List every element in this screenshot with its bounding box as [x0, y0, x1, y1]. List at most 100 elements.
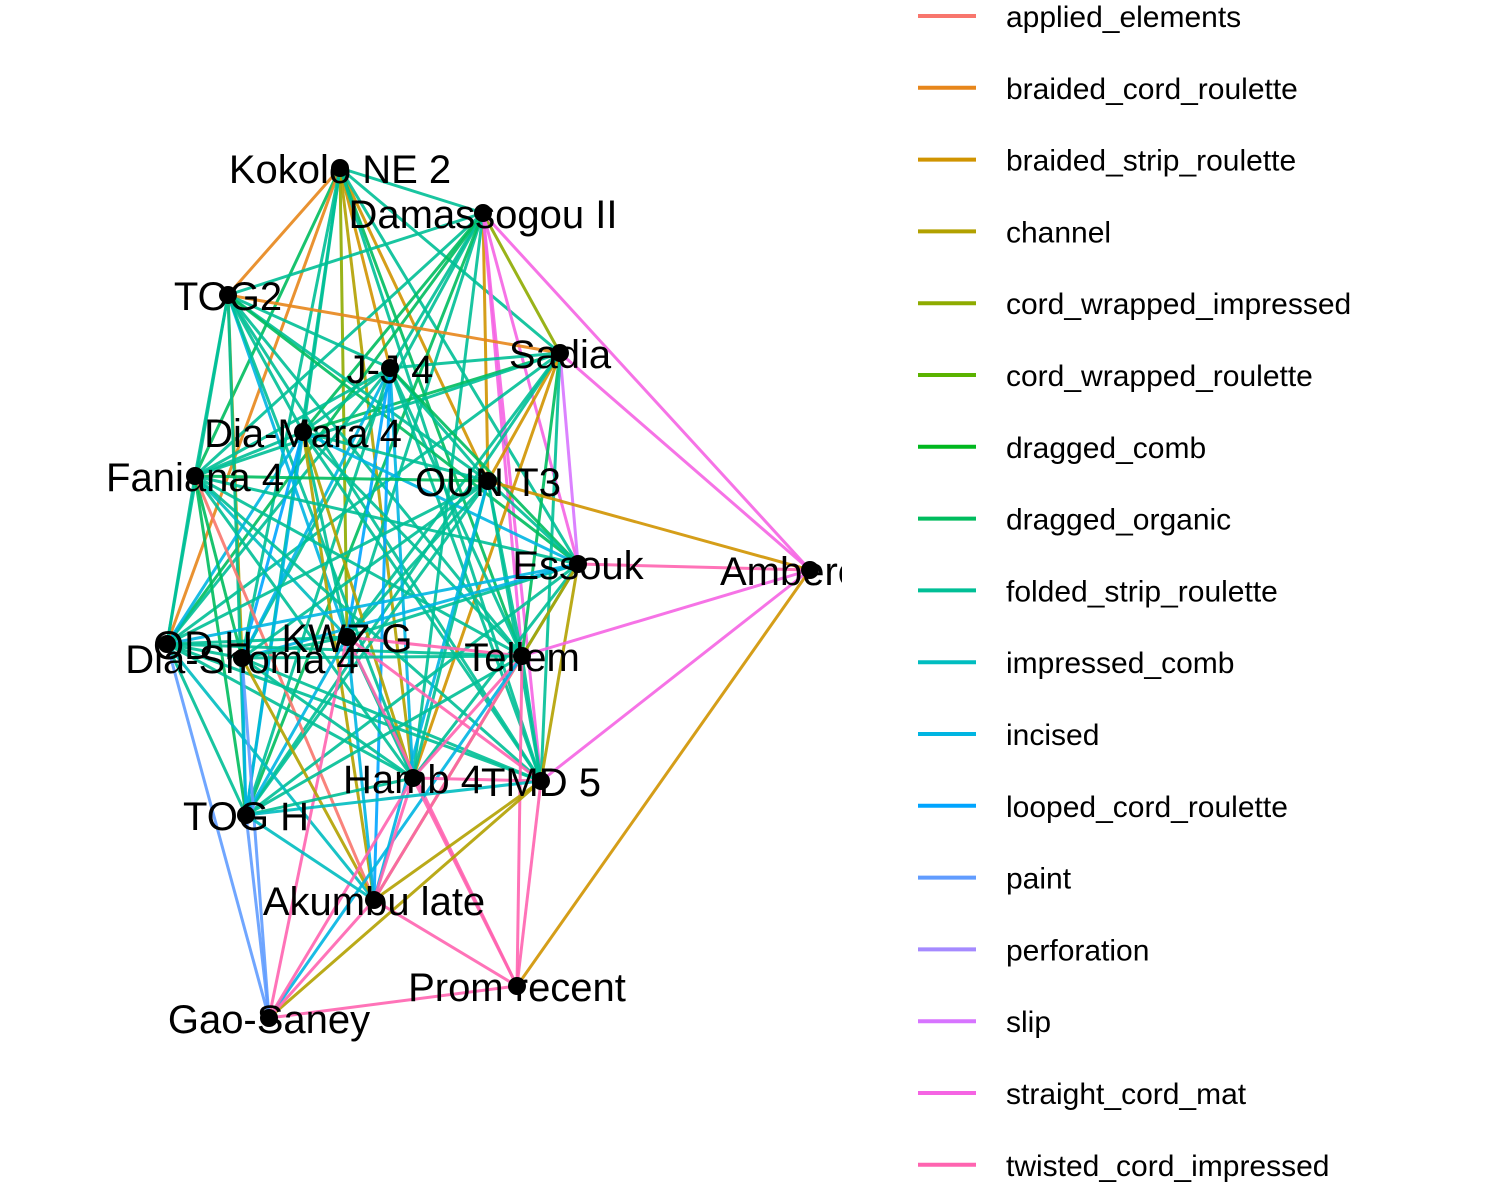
edge-tog2-essouk — [227, 293, 579, 566]
edge-sadia-ambere — [559, 351, 811, 572]
legend-label: incised — [1006, 719, 1099, 752]
edge-ount3-odh — [166, 479, 489, 646]
node-label-diashoma: Dia-Shoma 4 — [125, 638, 358, 682]
edge-faniana-diashoma — [193, 475, 244, 659]
legend-item-channel: channel — [918, 216, 1111, 249]
edge-odh-diashoma — [166, 642, 243, 660]
node-point-jj4 — [381, 359, 399, 377]
edge-damassogou-essouk — [481, 212, 580, 565]
edge-diamara-akumbu — [301, 431, 376, 901]
node-point-diamara — [294, 423, 312, 441]
legend-item-impressed-comb: impressed_comb — [918, 647, 1234, 680]
edge-faniana-essouk — [194, 474, 579, 566]
legend-item-cord-wrapped-roulette: cord_wrapped_roulette — [918, 360, 1313, 393]
edge-tmd5-akumbu — [373, 779, 542, 902]
edge-ount3-essouk — [486, 479, 580, 566]
edge-jj4-essouk — [388, 366, 580, 566]
node-label-ambere: Ambere D — [720, 550, 900, 594]
legend-label: cord_wrapped_impressed — [1006, 288, 1351, 321]
edge-diashoma-tellem — [241, 654, 523, 660]
edge-jj4-togh — [244, 367, 392, 816]
edge-odh-kwzg — [166, 635, 348, 646]
edge-diamara-odh — [165, 431, 305, 645]
edge-togh-gaosaney — [244, 814, 271, 1019]
edge-ount3-kwzg — [345, 479, 490, 639]
edge-ount3-togh — [244, 480, 490, 816]
edge-togh-akumbu — [245, 813, 375, 902]
node-point-hamb4 — [404, 769, 422, 787]
edge-essouk-tmd5 — [539, 563, 580, 782]
legend-item-incised: incised — [918, 719, 1099, 752]
edge-sadia-odh — [166, 351, 561, 646]
edge-diamara-essouk — [302, 430, 579, 566]
edge-jj4-odh — [165, 367, 392, 645]
legend-item-dragged-comb: dragged_comb — [918, 432, 1206, 465]
edge-faniana-kwzg — [193, 474, 349, 639]
edge-ount3-ambere — [487, 479, 811, 572]
edge-damassogou-ambere — [481, 211, 812, 572]
edge-kokolo-ount3 — [338, 167, 490, 482]
edge-ambere-promrecent — [515, 569, 812, 987]
edge-kwzg-togh — [244, 636, 349, 816]
edge-diashoma-hamb4 — [241, 656, 414, 780]
edge-hamb4-promrecent — [411, 777, 519, 987]
edge-damassogou-diashoma — [240, 212, 485, 659]
edge-sadia-faniana — [194, 351, 561, 478]
node-point-tmd5 — [532, 772, 550, 790]
edge-odh-gaosaney — [165, 643, 271, 1019]
edge-hamb4-akumbu — [372, 777, 415, 901]
edge-promrecent-gaosaney — [268, 984, 518, 1020]
edge-kokolo-essouk — [338, 167, 580, 565]
node-label-hamb4: Hamb 4 — [343, 758, 483, 802]
legend-label: folded_strip_roulette — [1006, 575, 1278, 608]
edge-damassogou-ount3 — [481, 212, 490, 482]
node-point-ambere — [801, 561, 819, 579]
node-point-gaosaney — [260, 1009, 278, 1027]
legend-item-cord-wrapped-impressed: cord_wrapped_impressed — [918, 288, 1351, 321]
legend-label: perforation — [1006, 934, 1149, 967]
node-point-promrecent — [508, 977, 526, 995]
edge-odh-hamb4 — [166, 642, 414, 780]
edge-odh-togh — [165, 643, 248, 816]
node-label-promrecent: Prom recent — [408, 966, 626, 1010]
edge-faniana-odh — [165, 475, 197, 645]
node-label-jj4: J-J 4 — [347, 348, 434, 392]
edge-ount3-akumbu — [372, 480, 490, 901]
edge-kokolo-odh — [165, 167, 342, 645]
edge-hamb4-togh — [245, 776, 414, 817]
legend-label: braided_strip_roulette — [1006, 145, 1296, 178]
edge-diashoma-tmd5 — [241, 656, 542, 783]
edge-kwzg-tellem — [346, 635, 523, 658]
edge-jj4-tellem — [388, 367, 524, 657]
edge-essouk-togh — [245, 562, 579, 817]
node-point-tellem — [513, 647, 531, 665]
node-label-kwzg: KWZ G — [281, 617, 412, 661]
node-label-sadia: Sadia — [509, 333, 612, 377]
edge-tog2-hamb4 — [226, 294, 415, 779]
edge-jj4-faniana — [194, 366, 391, 478]
edge-sadia-tmd5 — [539, 352, 562, 782]
nodes-layer — [158, 159, 819, 1027]
edge-sadia-essouk — [558, 352, 580, 565]
legend-label: applied_elements — [1006, 1, 1241, 34]
edge-tog2-sadia — [227, 293, 561, 355]
edge-kwzg-diashoma — [241, 635, 348, 660]
node-label-tmd5: TMD 5 — [481, 761, 601, 805]
edge-tog2-diamara — [226, 294, 305, 433]
edge-essouk-diashoma — [241, 562, 579, 660]
legend-label: dragged_comb — [1006, 432, 1206, 465]
edges-layer — [165, 166, 812, 1020]
node-label-tog2: TOG2 — [174, 275, 282, 319]
legend-item-paint: paint — [918, 863, 1072, 896]
edge-sadia-hamb4 — [411, 352, 562, 779]
node-label-akumbu: Akumbu late — [263, 880, 485, 924]
edge-jj4-akumbu — [372, 367, 392, 901]
edge-tellem-togh — [245, 654, 523, 817]
edge-tog2-kwzg — [226, 294, 349, 638]
edge-ambere-tellem — [521, 568, 811, 658]
edge-tmd5-gaosaney — [268, 779, 542, 1020]
edge-faniana-hamb4 — [193, 475, 415, 779]
edge-faniana-ount3 — [194, 474, 489, 483]
edge-diamara-faniana — [194, 430, 304, 478]
